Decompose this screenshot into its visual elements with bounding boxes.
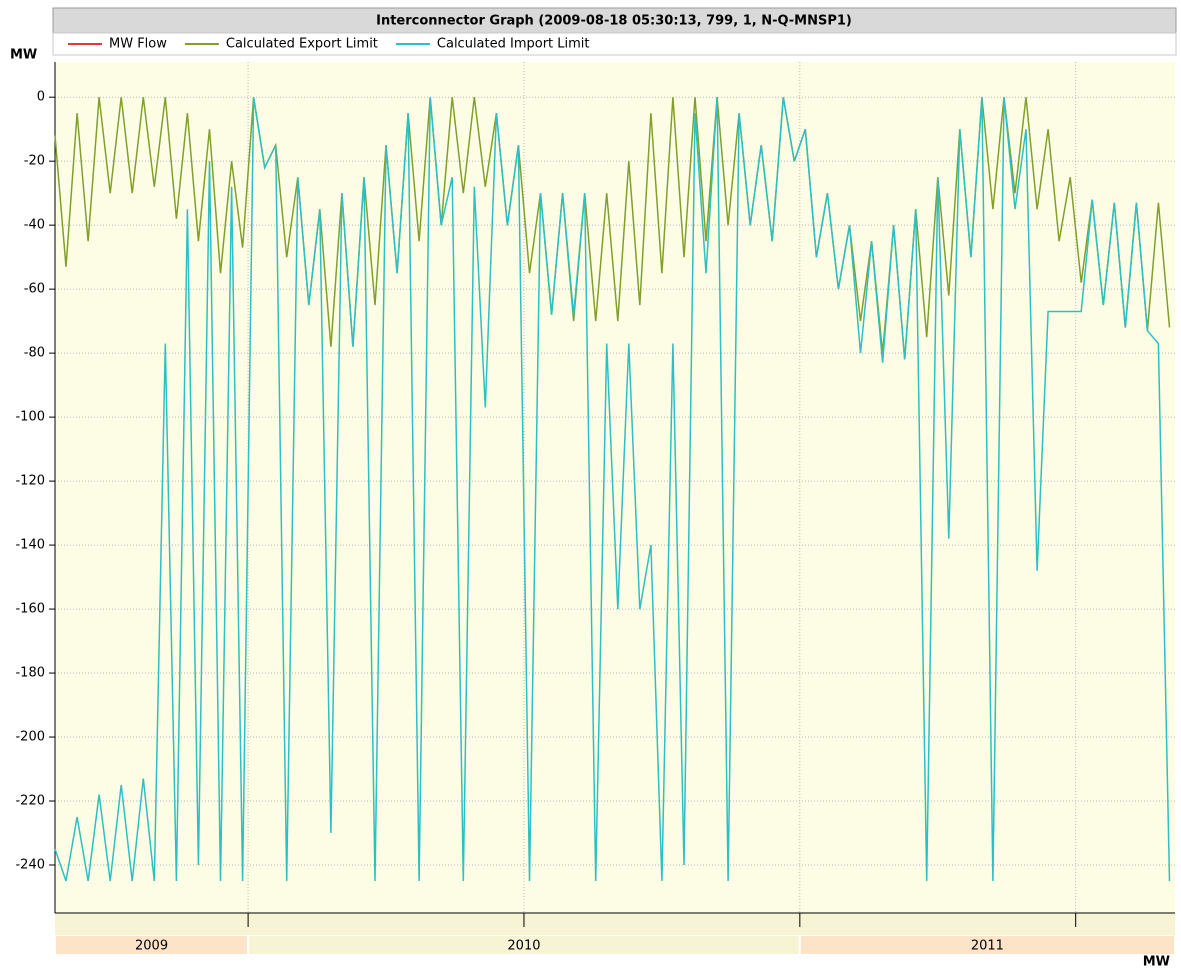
y-tick-label: -60 [24, 282, 45, 297]
plot-area [55, 62, 1175, 913]
legend-label: Calculated Import Limit [437, 37, 590, 52]
year-label: 2010 [507, 939, 540, 954]
y-tick-label: -180 [15, 666, 45, 681]
y-tick-label: -220 [15, 794, 45, 809]
x-axis-strip [55, 913, 1175, 935]
series-line [54, 97, 1171, 882]
year-label: 2011 [971, 939, 1004, 954]
y-tick-label: -80 [24, 346, 45, 361]
year-band [800, 936, 1174, 954]
y-tick-label: -100 [15, 410, 45, 425]
y-tick-label: -160 [15, 602, 45, 617]
legend-label: Calculated Export Limit [226, 37, 378, 52]
y-axis-label: MW [10, 48, 37, 63]
title-bar [52, 7, 1177, 34]
legend-box [52, 32, 1177, 56]
y-tick-label: -140 [15, 538, 45, 553]
y-tick-label: -120 [15, 474, 45, 489]
y-tick-label: -240 [15, 858, 45, 873]
x-axis-label: MW [1143, 955, 1170, 970]
y-tick-label: -40 [24, 218, 45, 233]
year-label: 2009 [135, 939, 168, 954]
y-tick-label: 0 [37, 90, 45, 105]
y-tick-label: -200 [15, 730, 45, 745]
series-line [54, 97, 1171, 360]
legend-label: MW Flow [109, 37, 167, 52]
year-band [56, 936, 248, 954]
chart-title: Interconnector Graph (2009-08-18 05:30:1… [376, 14, 852, 29]
year-band [249, 936, 799, 954]
y-tick-label: -20 [24, 154, 45, 169]
